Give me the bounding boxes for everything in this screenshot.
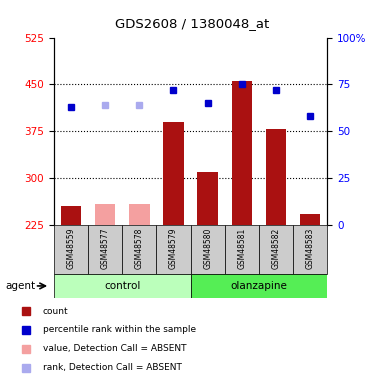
Bar: [198, 172, 218, 225]
Bar: [54, 274, 191, 298]
Bar: [191, 225, 225, 274]
Text: GSM48583: GSM48583: [306, 227, 315, 269]
Text: GSM48578: GSM48578: [135, 227, 144, 269]
Bar: [191, 274, 327, 298]
Bar: [88, 225, 122, 274]
Text: GSM48579: GSM48579: [169, 227, 178, 269]
Text: control: control: [104, 281, 141, 291]
Text: percentile rank within the sample: percentile rank within the sample: [42, 326, 196, 334]
Text: GSM48577: GSM48577: [100, 227, 110, 269]
Text: agent: agent: [6, 281, 36, 291]
Text: olanzapine: olanzapine: [231, 281, 287, 291]
Bar: [225, 225, 259, 274]
Text: rank, Detection Call = ABSENT: rank, Detection Call = ABSENT: [42, 363, 181, 372]
Text: value, Detection Call = ABSENT: value, Detection Call = ABSENT: [42, 344, 186, 353]
Bar: [266, 129, 286, 225]
Bar: [54, 225, 88, 274]
Bar: [232, 81, 252, 225]
Bar: [156, 225, 191, 274]
Bar: [259, 225, 293, 274]
Bar: [129, 204, 150, 225]
Text: count: count: [42, 307, 68, 316]
Text: GSM48581: GSM48581: [237, 227, 246, 268]
Text: GSM48559: GSM48559: [67, 227, 75, 269]
Bar: [61, 206, 81, 225]
Bar: [95, 204, 115, 225]
Bar: [122, 225, 156, 274]
Bar: [293, 225, 327, 274]
Text: GSM48580: GSM48580: [203, 227, 212, 269]
Bar: [300, 214, 320, 225]
Text: GDS2608 / 1380048_at: GDS2608 / 1380048_at: [116, 17, 270, 30]
Text: GSM48582: GSM48582: [271, 227, 281, 268]
Bar: [163, 122, 184, 225]
